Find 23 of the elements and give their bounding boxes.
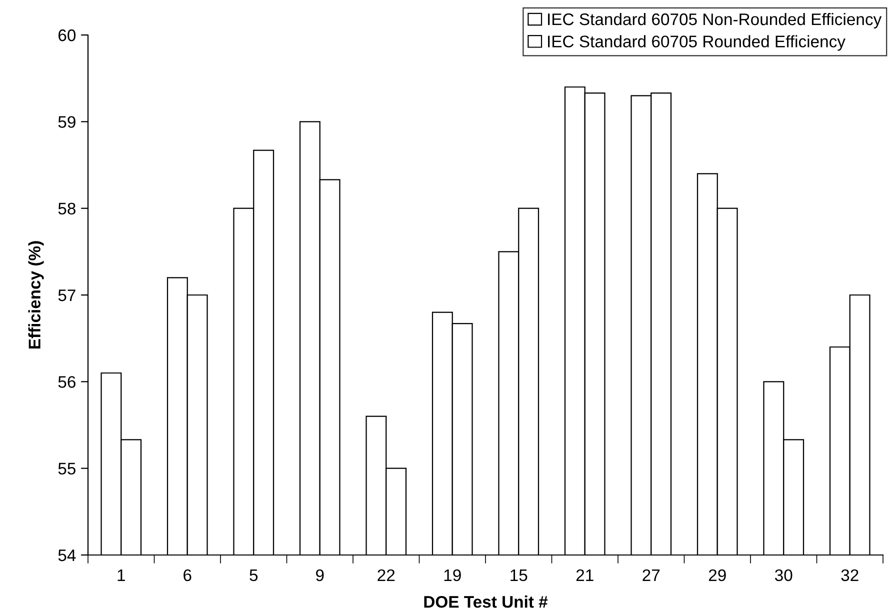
y-axis-title: Efficiency (%) bbox=[28, 241, 44, 349]
x-tick-label: 21 bbox=[576, 569, 594, 581]
x-tick-label: 1 bbox=[118, 570, 125, 581]
x-axis-title: DOE Test Unit # bbox=[424, 596, 548, 608]
x-tick-label: 32 bbox=[841, 569, 858, 582]
x-tick-label: 6 bbox=[184, 569, 192, 582]
y-tick-label: 54 bbox=[58, 550, 76, 562]
y-tick-label: 59 bbox=[58, 116, 76, 128]
x-tick-label: 29 bbox=[708, 569, 726, 582]
x-tick-label: 22 bbox=[378, 569, 395, 581]
x-tick-label: 5 bbox=[250, 570, 258, 582]
x-tick-label: 30 bbox=[774, 569, 792, 582]
x-tick-label: 9 bbox=[316, 569, 324, 582]
x-tick-label: 27 bbox=[642, 569, 660, 581]
y-tick-label: 56 bbox=[58, 376, 76, 388]
legend-label: IEC Standard 60705 Non-Rounded Efficiency bbox=[548, 12, 882, 29]
y-tick-label: 58 bbox=[58, 202, 76, 215]
y-tick-label: 55 bbox=[58, 462, 76, 475]
legend-label: IEC Standard 60705 Rounded Efficiency bbox=[548, 35, 846, 51]
y-tick-label: 57 bbox=[58, 290, 76, 302]
x-tick-label: 15 bbox=[510, 570, 528, 582]
y-tick-label: 60 bbox=[58, 29, 76, 42]
x-tick-label: 19 bbox=[444, 569, 461, 582]
